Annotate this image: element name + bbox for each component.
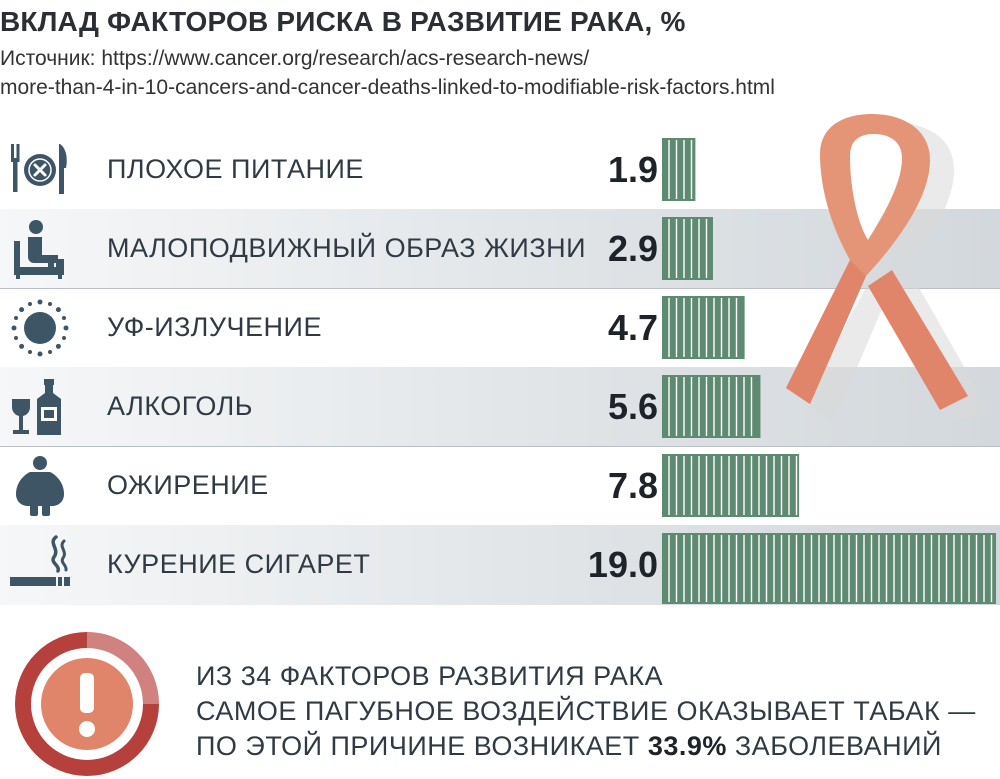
row-sedentary: МАЛОПОДВИЖНЫЙ ОБРАЗ ЖИЗНИ 2.9 — [0, 209, 1000, 289]
category-label: АЛКОГОЛЬ — [107, 391, 253, 421]
category-label: МАЛОПОДВИЖНЫЙ ОБРАЗ ЖИЗНИ — [107, 233, 587, 263]
note-line-1: ИЗ 34 ФАКТОРОВ РАЗВИТИЯ РАКА — [196, 661, 664, 691]
value-label: 5.6 — [607, 386, 658, 427]
value-label: 4.7 — [607, 307, 658, 348]
note-line-3-post: ЗАБОЛЕВАНИЙ — [726, 731, 942, 761]
summary-note: ИЗ 34 ФАКТОРОВ РАЗВИТИЯ РАКА САМОЕ ПАГУБ… — [0, 615, 1000, 779]
value-label: 19.0 — [587, 544, 658, 585]
bottle-glass-icon — [11, 379, 61, 435]
armchair-person-icon — [14, 220, 64, 279]
value-label: 2.9 — [607, 228, 658, 269]
note-text: ИЗ 34 ФАКТОРОВ РАЗВИТИЯ РАКА САМОЕ ПАГУБ… — [196, 659, 976, 764]
note-line-3-pre: ПО ЭТОЙ ПРИЧИНЕ ВОЗНИКАЕТ — [196, 731, 648, 761]
value-label: 7.8 — [607, 465, 658, 506]
category-label: ПЛОХОЕ ПИТАНИЕ — [107, 154, 364, 184]
source-line-2: more-than-4-in-10-cancers-and-cancer-dea… — [0, 76, 775, 99]
note-line-3: ПО ЭТОЙ ПРИЧИНЕ ВОЗНИКАЕТ 33.9% ЗАБОЛЕВА… — [196, 729, 976, 764]
row-obesity: ОЖИРЕНИЕ 7.8 — [0, 446, 1000, 526]
note-line-2: САМОЕ ПАГУБНОЕ ВОЗДЕЙСТВИЕ ОКАЗЫВАЕТ ТАБ… — [196, 696, 976, 726]
obese-person-icon — [16, 456, 64, 516]
exclamation-icon — [15, 632, 159, 776]
row-poor-diet: ПЛОХОЕ ПИТАНИЕ 1.9 — [0, 130, 1000, 210]
category-label: КУРЕНИЕ СИГАРЕТ — [107, 549, 371, 579]
note-highlight-percent: 33.9% — [647, 731, 727, 761]
source-text: Источник: https://www.cancer.org/researc… — [0, 44, 775, 102]
value-label: 1.9 — [607, 149, 658, 190]
page-title: ВКЛАД ФАКТОРОВ РИСКА В РАЗВИТИЕ РАКА, % — [0, 6, 686, 37]
cigarette-icon — [10, 535, 70, 586]
row-smoking: КУРЕНИЕ СИГАРЕТ 19.0 — [0, 525, 1000, 605]
category-label: ОЖИРЕНИЕ — [107, 470, 269, 500]
category-label: УФ-ИЗЛУЧЕНИЕ — [107, 312, 322, 342]
plate-icon — [11, 144, 67, 194]
sun-icon — [11, 299, 69, 357]
awareness-ribbon-icon — [786, 114, 990, 422]
source-line-1: Источник: https://www.cancer.org/researc… — [0, 47, 590, 70]
